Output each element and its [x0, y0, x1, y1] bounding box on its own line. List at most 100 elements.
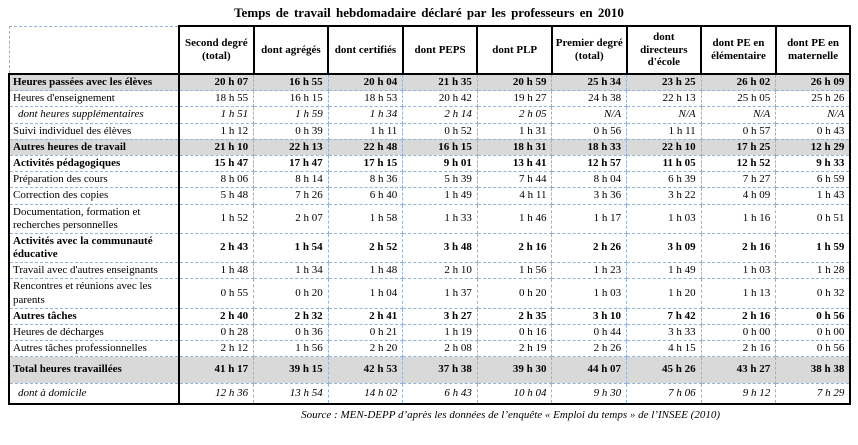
table-row: Travail avec d'autres enseignants 1 h 48 1… [8, 262, 852, 280]
cell-value: 2 h 20 [327, 340, 404, 358]
cell-value: 1 h 20 [626, 278, 702, 309]
cell-value: 3 h 09 [626, 232, 702, 264]
cell-value: 44 h 07 [551, 356, 628, 384]
cell-value: 2 h 14 [402, 106, 478, 124]
cell-value: 1 h 13 [700, 278, 777, 309]
cell-value: 18 h 33 [551, 138, 628, 156]
row-label: dont à domicile [8, 382, 180, 405]
cell-value: 20 h 07 [178, 73, 255, 92]
cell-value: 45 h 26 [626, 356, 702, 384]
table-row: Suivi individuel des élèves 1 h 12 0 h 39 1… [8, 122, 852, 140]
cell-value: 7 h 29 [775, 382, 852, 405]
column-header: dont directeurs d'école [625, 25, 703, 75]
cell-value: 1 h 34 [253, 262, 329, 280]
cell-value: 12 h 57 [551, 154, 628, 173]
cell-value: 0 h 21 [327, 323, 404, 342]
cell-value: 7 h 44 [476, 171, 553, 189]
cell-value: 2 h 10 [402, 262, 478, 280]
row-label: Heures d'enseignement [8, 90, 180, 108]
cell-value: 2 h 52 [327, 232, 404, 264]
row-label: Activités avec la communauté éducative [8, 232, 180, 264]
row-label: Travail avec d'autres enseignants [8, 262, 180, 280]
cell-value: 21 h 35 [402, 73, 478, 92]
cell-value: 10 h 04 [476, 382, 553, 405]
cell-value: 8 h 36 [327, 171, 404, 189]
cell-value: 0 h 28 [178, 323, 255, 342]
cell-value: 6 h 43 [402, 382, 478, 405]
cell-value: 11 h 05 [626, 154, 702, 173]
source-note: Source : MEN-DEPP d’après les données de… [301, 408, 720, 421]
cell-value: 1 h 16 [700, 203, 777, 234]
cell-value: N/A [700, 106, 777, 124]
cell-value: 0 h 20 [253, 278, 329, 309]
cell-value: 1 h 31 [476, 122, 553, 140]
cell-value: 20 h 42 [402, 90, 478, 108]
cell-value: 38 h 38 [775, 356, 852, 384]
cell-value: 0 h 52 [402, 122, 478, 140]
cell-value: 8 h 06 [178, 171, 255, 189]
cell-value: 1 h 17 [551, 203, 628, 234]
cell-value: 8 h 14 [253, 171, 329, 189]
cell-value: 17 h 15 [327, 154, 404, 173]
cell-value: 0 h 20 [476, 278, 553, 309]
cell-value: 22 h 13 [253, 138, 329, 156]
table-row: Autres heures de travail 21 h 10 22 h 13 22… [8, 138, 852, 156]
cell-value: 1 h 33 [402, 203, 478, 234]
cell-value: 0 h 00 [775, 323, 852, 342]
cell-value: 2 h 16 [700, 340, 777, 358]
cell-value: 12 h 29 [775, 138, 852, 156]
cell-value: 2 h 43 [178, 232, 255, 264]
row-label: dont heures supplémentaires [8, 106, 180, 124]
cell-value: N/A [775, 106, 852, 124]
cell-value: 1 h 59 [775, 232, 852, 264]
cell-value: 20 h 04 [327, 73, 404, 92]
table-row: Activités avec la communauté éducative 2 … [8, 232, 852, 264]
table-row: Heures de décharges 0 h 28 0 h 36 0 h 21 1 h… [8, 323, 852, 342]
cell-value: 22 h 13 [626, 90, 702, 108]
table-row: Correction des copies 5 h 48 7 h 26 6 h 40 1… [8, 187, 852, 205]
table-row: Heures passées avec les élèves 20 h 07 16 … [8, 73, 852, 92]
cell-value: 2 h 32 [253, 307, 329, 326]
cell-value: 18 h 55 [178, 90, 255, 108]
cell-value: 39 h 15 [253, 356, 329, 384]
cell-value: 3 h 33 [626, 323, 702, 342]
cell-value: 1 h 03 [551, 278, 628, 309]
cell-value: 1 h 03 [700, 262, 777, 280]
cell-value: N/A [551, 106, 628, 124]
cell-value: 13 h 41 [476, 154, 553, 173]
cell-value: 5 h 48 [178, 187, 255, 205]
cell-value: 1 h 43 [775, 187, 852, 205]
table-row: Documentation, formation et recherches p… [8, 203, 852, 234]
cell-value: 0 h 43 [775, 122, 852, 140]
cell-value: 1 h 37 [402, 278, 478, 309]
cell-value: 2 h 41 [327, 307, 404, 326]
cell-value: N/A [626, 106, 702, 124]
cell-value: 1 h 49 [402, 187, 478, 205]
cell-value: 7 h 26 [253, 187, 329, 205]
row-label: Documentation, formation et recherches p… [8, 203, 180, 234]
cell-value: 25 h 34 [551, 73, 628, 92]
cell-value: 1 h 46 [476, 203, 553, 234]
cell-value: 25 h 05 [700, 90, 777, 108]
cell-value: 0 h 57 [700, 122, 777, 140]
cell-value: 3 h 36 [551, 187, 628, 205]
cell-value: 1 h 56 [253, 340, 329, 358]
cell-value: 0 h 32 [775, 278, 852, 309]
row-label: Suivi individuel des élèves [8, 122, 180, 140]
column-header: Premier degré (total) [550, 25, 628, 75]
cell-value: 1 h 52 [178, 203, 255, 234]
table-row: Heures d'enseignement 18 h 55 16 h 15 18 h … [8, 90, 852, 108]
cell-value: 42 h 53 [327, 356, 404, 384]
cell-value: 7 h 42 [626, 307, 702, 326]
cell-value: 12 h 52 [700, 154, 777, 173]
cell-value: 2 h 26 [551, 232, 628, 264]
cell-value: 16 h 15 [253, 90, 329, 108]
column-header: dont certifiés [327, 25, 404, 75]
cell-value: 41 h 17 [178, 356, 255, 384]
cell-value: 2 h 12 [178, 340, 255, 358]
cell-value: 8 h 04 [551, 171, 628, 189]
row-label: Rencontres et réunions avec les parents [8, 278, 180, 309]
cell-value: 9 h 33 [775, 154, 852, 173]
table-row: dont à domicile 12 h 36 13 h 54 14 h 02 6 h … [8, 382, 852, 405]
